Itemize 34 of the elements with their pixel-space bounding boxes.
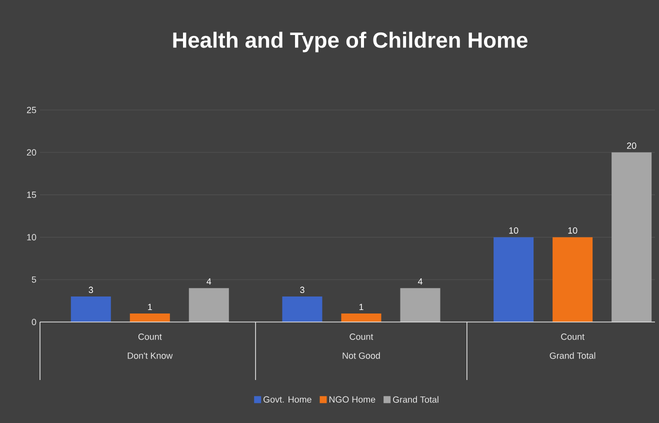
y-tick-label: 15: [27, 192, 36, 198]
data-label: 4: [206, 278, 212, 285]
text: Count: [350, 334, 374, 340]
x-tick-label: Grand Total: [550, 352, 596, 359]
bar: [612, 152, 652, 322]
legend-label: Govt. Home: [264, 396, 312, 403]
bar: [70, 296, 111, 322]
bar: [400, 288, 440, 322]
bar: [494, 237, 534, 322]
legend-label: NGO Home: [329, 396, 376, 403]
data-label: 10: [509, 227, 518, 234]
y-tick-label: 0: [32, 318, 36, 326]
y-tick-label: 20: [26, 149, 36, 156]
text: Count: [561, 334, 584, 340]
data-label: 1: [359, 304, 364, 310]
chart-title: Health and Type of Children Home: [173, 32, 528, 52]
data-label: 1: [148, 304, 152, 310]
x-tick-label: Not Good: [342, 352, 380, 359]
legend-label: Grand Total: [393, 396, 438, 403]
data-label: 3: [88, 286, 93, 294]
data-label: 10: [568, 227, 578, 234]
y-tick-label: 5: [32, 276, 36, 283]
y-tick-label: 10: [27, 234, 36, 240]
x-tick-label: Don't Know: [128, 352, 173, 359]
bar: [341, 314, 382, 322]
bar: [552, 237, 593, 322]
data-label: 3: [300, 286, 304, 294]
text: Count: [138, 334, 162, 340]
data-label: 20: [627, 142, 636, 149]
bar: [282, 296, 322, 322]
y-tick-label: 25: [26, 106, 36, 114]
bar: [188, 288, 229, 322]
bar: [130, 314, 170, 322]
data-label: 4: [418, 278, 422, 285]
